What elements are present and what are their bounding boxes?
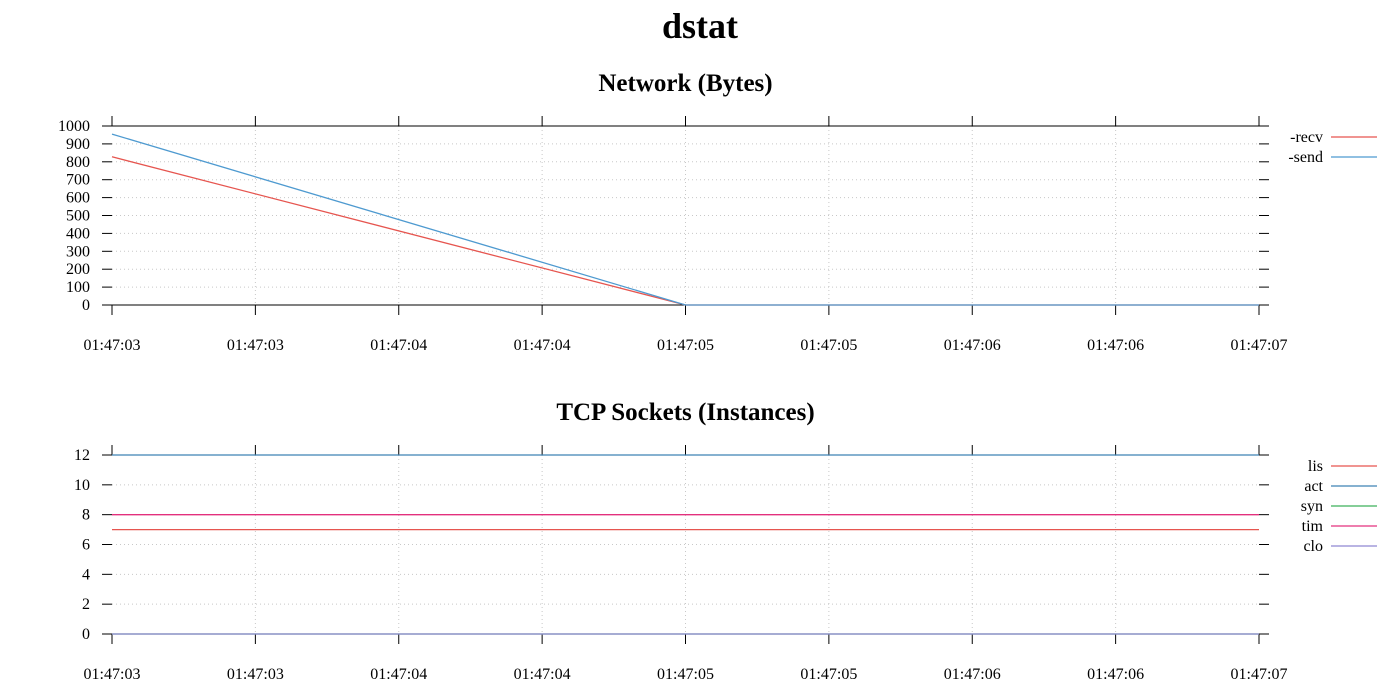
x-tick-label: 01:47:03 xyxy=(84,337,141,354)
y-tick-label: 400 xyxy=(66,225,90,242)
y-tick-label: 4 xyxy=(82,566,90,583)
legend-label-syn: syn xyxy=(1301,498,1323,515)
y-tick-label: 700 xyxy=(66,172,90,189)
x-tick-label: 01:47:06 xyxy=(944,337,1001,354)
y-tick-label: 1000 xyxy=(58,118,90,135)
legend-label-lis: lis xyxy=(1308,458,1323,475)
legend-label-send: -send xyxy=(1288,149,1323,166)
y-tick-label: 100 xyxy=(66,279,90,296)
x-tick-label: 01:47:05 xyxy=(800,666,857,683)
y-tick-label: 2 xyxy=(82,596,90,613)
y-tick-label: 900 xyxy=(66,136,90,153)
x-tick-label: 01:47:05 xyxy=(657,666,714,683)
x-tick-label: 01:47:04 xyxy=(514,337,571,354)
y-tick-label: 500 xyxy=(66,208,90,225)
x-tick-label: 01:47:04 xyxy=(370,337,427,354)
x-tick-label: 01:47:03 xyxy=(84,666,141,683)
chart-2: TCP Sockets (Instances) 0 2 4 6 8 10 12 01:47:03… xyxy=(74,399,1377,683)
chart-title: TCP Sockets (Instances) xyxy=(556,399,814,426)
x-tick-label: 01:47:05 xyxy=(800,337,857,354)
legend-label-clo: clo xyxy=(1303,538,1323,555)
y-tick-label: 800 xyxy=(66,154,90,171)
x-tick-label: 01:47:06 xyxy=(944,666,1001,683)
y-tick-label: 200 xyxy=(66,261,90,278)
y-tick-label: 12 xyxy=(74,447,90,464)
x-tick-label: 01:47:04 xyxy=(370,666,427,683)
chart-title: Network (Bytes) xyxy=(598,70,772,97)
legend-label-tim: tim xyxy=(1302,518,1324,535)
x-tick-label: 01:47:07 xyxy=(1231,337,1288,354)
legend-label-recv: -recv xyxy=(1290,129,1323,146)
y-tick-label: 0 xyxy=(82,297,90,314)
y-tick-label: 8 xyxy=(82,507,90,524)
legend-label-act: act xyxy=(1304,478,1323,495)
y-tick-label: 300 xyxy=(66,243,90,260)
chart-1: Network (Bytes) 0100200300400500600700800… xyxy=(58,70,1377,354)
x-tick-label: 01:47:03 xyxy=(227,666,284,683)
series-line-send xyxy=(111,133,1259,306)
y-tick-label: 6 xyxy=(82,537,90,554)
page-title: dstat xyxy=(661,6,738,46)
y-tick-label: 0 xyxy=(82,626,90,643)
x-tick-label: 01:47:03 xyxy=(227,337,284,354)
x-tick-label: 01:47:07 xyxy=(1231,666,1288,683)
x-tick-label: 01:47:06 xyxy=(1087,666,1144,683)
x-tick-label: 01:47:05 xyxy=(657,337,714,354)
y-tick-label: 600 xyxy=(66,190,90,207)
x-tick-label: 01:47:04 xyxy=(514,666,571,683)
y-tick-label: 10 xyxy=(74,477,90,494)
x-tick-label: 01:47:06 xyxy=(1087,337,1144,354)
